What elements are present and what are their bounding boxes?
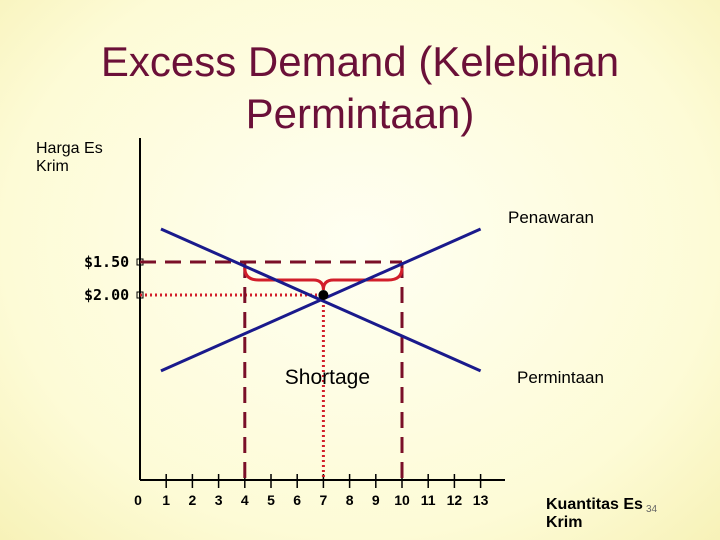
price-tick-0 <box>136 291 144 299</box>
x-tick-label-4: 4 <box>241 492 249 508</box>
x-tick-label-7: 7 <box>320 492 328 508</box>
chart-title: Excess Demand (Kelebihan Permintaan) <box>60 36 660 140</box>
x-tick-label-5: 5 <box>267 492 275 508</box>
x-tick-label-2: 2 <box>189 492 197 508</box>
y-axis-label-line-2: Krim <box>36 158 69 175</box>
x-tick-label-11: 11 <box>421 492 436 508</box>
title-line-1: Excess Demand (Kelebihan <box>100 38 620 85</box>
demand-label: Permintaan <box>517 368 604 387</box>
x-tick-label-9: 9 <box>372 492 380 508</box>
page-number: 34 <box>646 504 658 515</box>
x-axis-label-line-1: Kuantitas Es <box>546 496 643 513</box>
x-tick-label-13: 13 <box>473 492 489 508</box>
demand-curve <box>160 227 482 373</box>
y-axis-label-line-1: Harga Es <box>36 140 103 157</box>
x-tick-label-3: 3 <box>215 492 223 508</box>
x-tick-label-12: 12 <box>447 492 463 508</box>
x-axis-label-line-2: Krim <box>546 514 583 531</box>
x-tick-label-6: 6 <box>293 492 301 508</box>
price-label-0: $2.00 <box>84 286 129 304</box>
equilibrium-point <box>318 290 329 300</box>
y-axis-label: Harga Es Krim <box>36 140 103 176</box>
price-label-1: $1.50 <box>84 253 129 271</box>
x-tick-label-10: 10 <box>394 492 410 508</box>
shortage-label: Shortage <box>285 366 370 389</box>
x-tick-label-1: 1 <box>162 492 170 508</box>
x-tick-label-8: 8 <box>346 492 354 508</box>
title-line-2: Permintaan) <box>245 90 475 137</box>
shortage-brace <box>243 267 404 291</box>
x-axis-label: Kuantitas Es Krim <box>546 496 643 532</box>
x-tick-label-0: 0 <box>134 492 142 508</box>
supply-label: Penawaran <box>508 208 594 227</box>
